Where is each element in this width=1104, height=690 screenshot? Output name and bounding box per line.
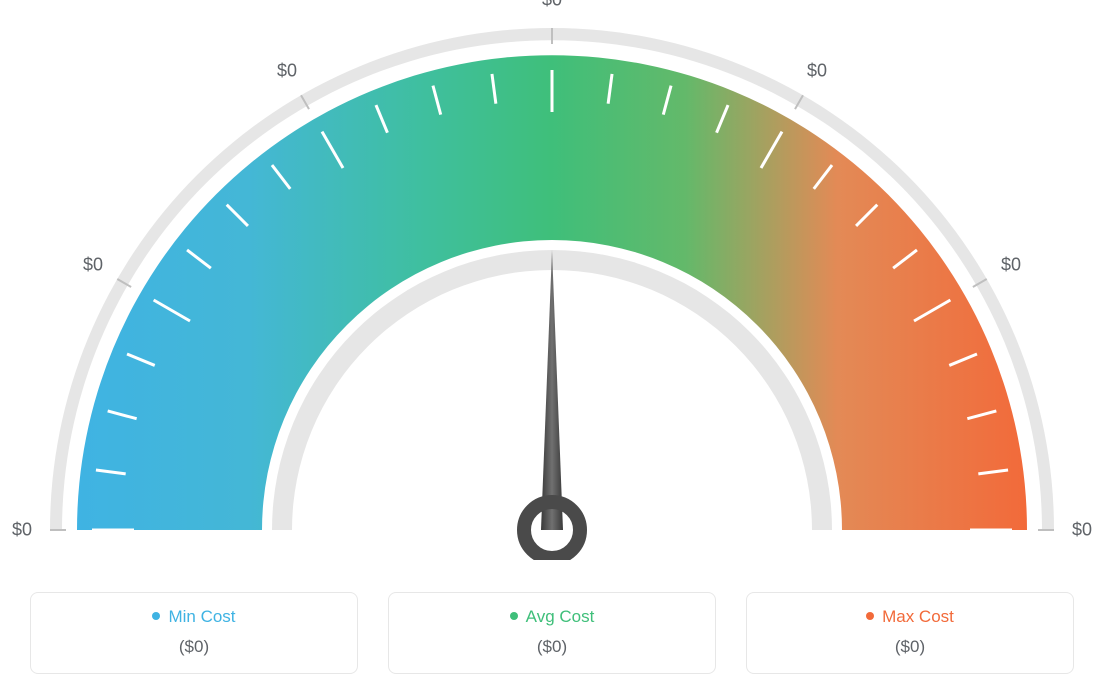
gauge-tick-label: $0	[83, 255, 103, 276]
gauge-tick-label: $0	[1072, 520, 1092, 541]
legend-value-avg: ($0)	[399, 637, 705, 657]
legend-key-avg: Avg Cost	[510, 608, 595, 625]
dot-icon	[510, 612, 518, 620]
legend-value-min: ($0)	[41, 637, 347, 657]
gauge-tick-label: $0	[1001, 255, 1021, 276]
dot-icon	[152, 612, 160, 620]
legend-key-max: Max Cost	[866, 608, 954, 625]
cost-gauge: $0 $0 $0 $0 $0 $0 $0	[0, 0, 1104, 560]
legend-item-avg: Avg Cost ($0)	[388, 592, 716, 674]
legend-label-min: Min Cost	[168, 608, 235, 625]
legend-label-avg: Avg Cost	[526, 608, 595, 625]
gauge-tick-label: $0	[277, 61, 297, 82]
gauge-tick-label: $0	[807, 61, 827, 82]
legend-item-max: Max Cost ($0)	[746, 592, 1074, 674]
gauge-svg	[0, 0, 1104, 560]
dot-icon	[866, 612, 874, 620]
legend-item-min: Min Cost ($0)	[30, 592, 358, 674]
legend-key-min: Min Cost	[152, 608, 235, 625]
legend-label-max: Max Cost	[882, 608, 954, 625]
gauge-tick-label: $0	[542, 0, 562, 11]
legend: Min Cost ($0) Avg Cost ($0) Max Cost ($0…	[30, 592, 1074, 674]
gauge-tick-label: $0	[12, 520, 32, 541]
legend-value-max: ($0)	[757, 637, 1063, 657]
